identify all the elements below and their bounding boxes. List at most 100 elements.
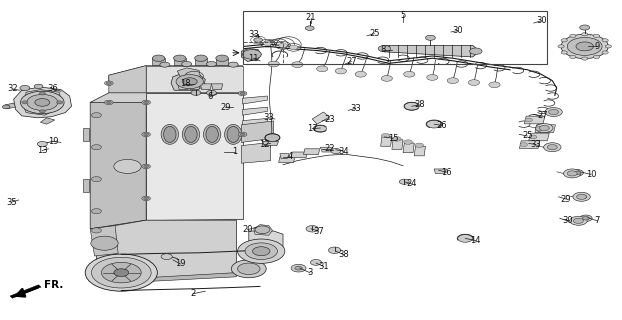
Circle shape — [381, 133, 390, 138]
Text: 28: 28 — [414, 100, 425, 109]
Circle shape — [582, 216, 590, 220]
Circle shape — [571, 170, 583, 176]
Circle shape — [22, 101, 28, 104]
Text: 33: 33 — [263, 113, 274, 122]
Circle shape — [564, 169, 581, 178]
Polygon shape — [241, 121, 274, 142]
Text: FR.: FR. — [44, 280, 63, 291]
Polygon shape — [312, 112, 330, 124]
Ellipse shape — [161, 124, 179, 144]
Polygon shape — [519, 141, 540, 148]
Polygon shape — [241, 49, 261, 61]
Polygon shape — [535, 125, 555, 132]
Circle shape — [114, 159, 141, 173]
Circle shape — [106, 101, 111, 104]
Polygon shape — [195, 58, 207, 65]
Text: 3: 3 — [307, 268, 312, 277]
Circle shape — [306, 226, 318, 232]
Text: 10: 10 — [586, 170, 596, 179]
Polygon shape — [90, 226, 118, 256]
Text: 35: 35 — [6, 198, 17, 207]
Polygon shape — [40, 118, 55, 124]
Text: 29: 29 — [220, 103, 230, 112]
Text: 23: 23 — [324, 115, 335, 124]
Text: 24: 24 — [407, 180, 417, 188]
Polygon shape — [381, 137, 392, 146]
Text: 38: 38 — [338, 250, 349, 259]
Circle shape — [182, 61, 192, 67]
Polygon shape — [24, 90, 61, 115]
Text: 5: 5 — [401, 11, 406, 20]
Polygon shape — [243, 130, 267, 138]
Circle shape — [114, 269, 129, 276]
Circle shape — [580, 195, 587, 198]
Circle shape — [191, 90, 201, 95]
Ellipse shape — [605, 45, 611, 48]
Circle shape — [458, 235, 473, 242]
Circle shape — [35, 99, 50, 106]
Text: 25: 25 — [369, 29, 379, 38]
Circle shape — [91, 236, 118, 250]
Polygon shape — [291, 152, 307, 158]
Ellipse shape — [185, 126, 197, 142]
Ellipse shape — [593, 34, 600, 37]
Circle shape — [425, 35, 435, 40]
Circle shape — [545, 108, 562, 116]
Circle shape — [91, 257, 151, 288]
Polygon shape — [320, 147, 333, 152]
Circle shape — [20, 85, 30, 91]
Text: 13: 13 — [37, 146, 48, 155]
Circle shape — [182, 78, 197, 85]
Text: 12: 12 — [259, 140, 269, 149]
Circle shape — [427, 75, 438, 80]
Circle shape — [279, 43, 287, 48]
Circle shape — [144, 165, 149, 168]
Circle shape — [392, 137, 401, 141]
Polygon shape — [14, 87, 72, 118]
Circle shape — [536, 127, 543, 131]
Circle shape — [404, 140, 412, 144]
Circle shape — [253, 247, 270, 256]
Circle shape — [314, 125, 327, 132]
Circle shape — [520, 143, 527, 147]
Circle shape — [207, 61, 216, 67]
Circle shape — [404, 71, 415, 77]
Circle shape — [255, 226, 270, 234]
Circle shape — [427, 120, 442, 128]
Polygon shape — [434, 169, 447, 173]
Circle shape — [104, 100, 113, 105]
Circle shape — [489, 82, 500, 88]
Circle shape — [310, 260, 322, 265]
Ellipse shape — [203, 124, 221, 144]
Polygon shape — [529, 133, 549, 141]
Text: 19: 19 — [48, 137, 58, 146]
Circle shape — [268, 61, 279, 67]
Circle shape — [263, 41, 272, 45]
Circle shape — [567, 171, 577, 176]
Text: 33: 33 — [531, 140, 542, 149]
Circle shape — [295, 266, 302, 270]
Circle shape — [91, 228, 101, 233]
Circle shape — [335, 68, 346, 74]
Polygon shape — [254, 225, 272, 235]
Text: 2: 2 — [190, 289, 195, 298]
Polygon shape — [152, 58, 165, 65]
Circle shape — [91, 113, 101, 118]
Polygon shape — [241, 142, 271, 163]
Circle shape — [289, 45, 298, 50]
Polygon shape — [384, 45, 476, 57]
Polygon shape — [243, 118, 267, 126]
Circle shape — [142, 164, 151, 169]
Circle shape — [176, 75, 203, 89]
Polygon shape — [146, 66, 243, 93]
Circle shape — [580, 215, 592, 221]
Text: 29: 29 — [561, 195, 571, 204]
Circle shape — [355, 71, 366, 77]
Ellipse shape — [570, 34, 576, 37]
Circle shape — [161, 254, 172, 260]
Text: 1: 1 — [233, 148, 238, 156]
Circle shape — [144, 133, 149, 136]
Polygon shape — [5, 103, 16, 109]
Circle shape — [228, 62, 238, 67]
Polygon shape — [280, 154, 289, 158]
